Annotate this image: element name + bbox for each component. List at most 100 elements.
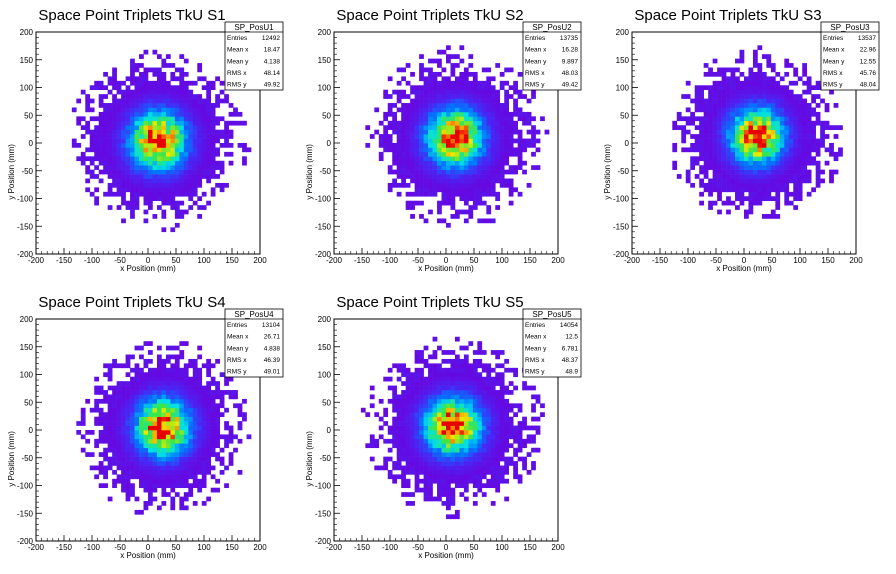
heatmap-cell: [170, 390, 176, 395]
heatmap-cell: [183, 107, 189, 113]
heatmap-cell: [107, 129, 113, 135]
heatmap-cell: [148, 430, 153, 435]
heatmap-cell: [387, 143, 393, 148]
heatmap-cell: [192, 182, 198, 188]
heatmap-cell: [206, 178, 212, 184]
heatmap-cell: [410, 394, 415, 400]
heatmap-cell: [121, 218, 126, 224]
heatmap-cell: [815, 174, 821, 179]
heatmap-cell: [125, 478, 131, 484]
heatmap-cell: [219, 165, 225, 170]
heatmap-cell: [432, 111, 438, 117]
heatmap-cell: [130, 465, 135, 471]
heatmap-cell: [463, 443, 469, 449]
heatmap-cell: [112, 403, 117, 409]
heatmap-cell: [441, 443, 447, 449]
heatmap-cell: [499, 134, 505, 139]
heatmap-cell: [387, 76, 393, 82]
heatmap-cell: [811, 160, 816, 166]
heatmap-cell: [481, 160, 487, 166]
heatmap-cell: [94, 421, 100, 426]
heatmap-cell: [784, 58, 790, 64]
heatmap-cell: [446, 398, 451, 404]
heatmap-cell: [192, 452, 198, 457]
heatmap-cell: [472, 425, 478, 431]
heatmap-cell: [183, 372, 189, 378]
heatmap-cell: [721, 76, 727, 82]
heatmap-cell: [428, 138, 433, 144]
heatmap-cell: [192, 438, 198, 444]
heatmap-cell: [410, 71, 415, 77]
heatmap-cell: [183, 341, 189, 346]
heatmap-cell: [192, 385, 198, 391]
heatmap-cell: [188, 434, 194, 440]
heatmap-cell: [428, 456, 433, 462]
heatmap-cell: [793, 71, 799, 77]
heatmap-cell: [811, 147, 816, 153]
heatmap-cell: [486, 367, 492, 373]
heatmap-cell: [504, 447, 510, 453]
heatmap-cell: [392, 443, 398, 449]
heatmap-cell: [820, 178, 825, 184]
heatmap-cell: [761, 147, 767, 153]
heatmap-cell: [170, 456, 176, 462]
heatmap-cell: [477, 416, 483, 422]
heatmap-cell: [508, 129, 514, 135]
heatmap-cell: [766, 116, 772, 122]
heatmap-cell: [752, 191, 758, 197]
heatmap-cell: [76, 430, 82, 435]
heatmap-cell: [197, 214, 203, 219]
heatmap-cell: [179, 505, 185, 511]
heatmap-cell: [165, 191, 171, 197]
heatmap-cell: [85, 169, 91, 175]
heatmap-cell: [143, 501, 149, 506]
heatmap-cell: [94, 438, 100, 444]
y-tick-label: -100: [613, 195, 630, 204]
heatmap-cell: [708, 116, 713, 122]
heatmap-cell: [410, 156, 415, 162]
heatmap-cell: [387, 182, 393, 188]
heatmap-cell: [423, 452, 429, 457]
stats-value: 14054: [560, 322, 578, 329]
heatmap-cell: [410, 447, 415, 453]
heatmap-cell: [761, 196, 767, 202]
heatmap-cell: [112, 71, 117, 77]
heatmap-cell: [152, 496, 158, 502]
heatmap-cell: [797, 156, 803, 162]
heatmap-cell: [712, 103, 718, 108]
heatmap-cell: [730, 89, 736, 95]
heatmap-cell: [156, 151, 162, 157]
heatmap-cell: [156, 430, 162, 435]
heatmap-cell: [152, 120, 158, 126]
heatmap-cell: [463, 478, 469, 484]
heatmap-cell: [165, 381, 171, 386]
heatmap-cell: [744, 209, 749, 215]
heatmap-cell: [432, 169, 438, 175]
heatmap-cell: [499, 412, 505, 417]
heatmap-cell: [477, 363, 483, 369]
heatmap-cell: [428, 367, 433, 373]
heatmap-cell: [486, 430, 492, 435]
heatmap-cell: [410, 125, 415, 130]
heatmap-cell: [134, 421, 140, 426]
heatmap-cell: [197, 147, 203, 153]
heatmap-cell: [784, 182, 790, 188]
heatmap-cell: [170, 94, 176, 99]
heatmap-cell: [179, 187, 185, 193]
heatmap-cell: [766, 134, 772, 139]
heatmap-cell: [80, 134, 86, 139]
heatmap-cell: [441, 107, 447, 113]
heatmap-cell: [441, 501, 447, 506]
heatmap-cell: [414, 461, 420, 466]
heatmap-cell: [730, 71, 736, 77]
heatmap-cell: [174, 421, 180, 426]
heatmap-cell: [708, 205, 713, 210]
heatmap-cell: [477, 129, 483, 135]
heatmap-cell: [405, 456, 411, 462]
heatmap-cell: [797, 151, 803, 157]
heatmap-cell: [188, 169, 194, 175]
heatmap-cell: [161, 63, 167, 68]
heatmap-cell: [148, 67, 153, 73]
heatmap-cell: [116, 191, 122, 197]
heatmap-cell: [98, 416, 104, 422]
